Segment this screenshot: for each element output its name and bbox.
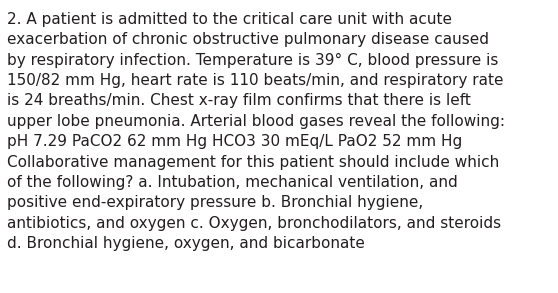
Text: 2. A patient is admitted to the critical care unit with acute
exacerbation of ch: 2. A patient is admitted to the critical…	[7, 12, 504, 251]
